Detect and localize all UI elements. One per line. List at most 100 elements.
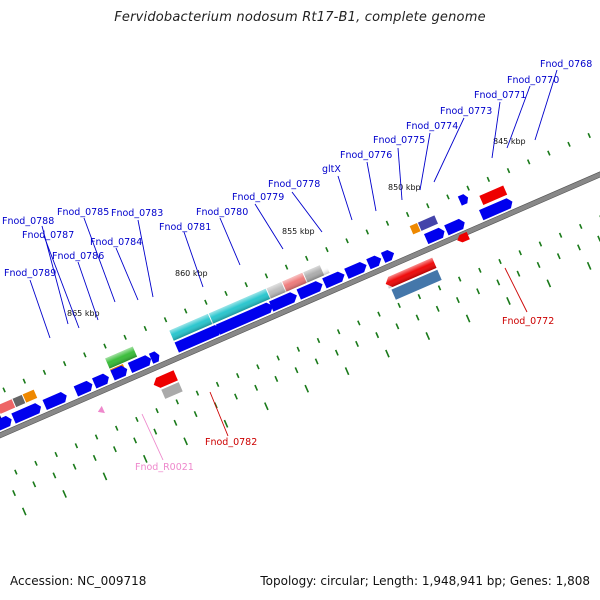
tick-mark [113,446,117,453]
tick-mark [236,372,240,379]
tick-mark [377,311,381,317]
kbp-855: 855 kbp [282,227,315,236]
tick-mark [587,132,591,139]
tick-mark [133,437,138,444]
tick-mark [294,367,299,374]
tick-mark [314,358,319,365]
cds-arrow [73,380,93,397]
tick-mark [536,261,541,269]
cds-arrow [148,351,160,364]
label-fnod-0776: Fnod_0776 [340,150,392,161]
tick-mark [397,302,401,309]
tick-mark [284,264,289,270]
tick-mark [175,399,179,405]
cds-arrow [127,355,152,373]
gene-labels[interactable]: Fnod_0768 Fnod_0770 Fnod_0771 Fnod_0773 … [2,59,592,473]
tick-mark [234,393,238,400]
tick-mark [135,416,139,423]
cds-arrow [479,198,513,221]
tick-mark [54,451,58,458]
label-fnod-0789: Fnod_0789 [4,268,56,279]
tick-mark [62,361,67,367]
map-title: Fervidobacterium nodosum Rt17-B1, comple… [114,10,486,25]
cds-arrow [174,325,221,353]
steelblue-feature [391,269,442,300]
tick-mark [155,408,159,414]
tick-mark [466,185,470,191]
cds-arrow [424,227,445,245]
tick-mark [14,469,18,475]
tick-mark [437,285,442,291]
label-fnod-0774: Fnod_0774 [406,121,458,132]
cds-arrow-reverse [457,231,470,243]
tick-mark [316,337,321,344]
leader-lines [29,69,558,461]
tick-mark [345,238,349,244]
cds-arrow [457,194,469,206]
tick-mark [276,355,280,361]
tick-mark [375,332,380,339]
label-fnod-0786: Fnod_0786 [52,251,104,262]
tick-mark [62,489,67,498]
label-fnod-0772: Fnod_0772 [502,316,554,327]
tick-mark [506,168,511,174]
label-fnod-0778: Fnod_0778 [268,179,320,190]
tick-mark [385,220,390,226]
cog-bar-pink-2 [0,399,16,414]
tick-mark [102,472,108,481]
label-fnod-0779: Fnod_0779 [232,192,284,203]
tick-mark [558,232,563,238]
tick-mark [455,296,460,304]
tick-mark [114,425,119,431]
tick-mark [254,384,259,391]
genome-summary-text: Topology: circular; Length: 1,948,941 bp… [260,574,590,588]
tick-mark [425,332,431,341]
cds-arrow [42,391,67,411]
tick-mark [334,349,339,356]
tick-mark [264,402,269,411]
tick-mark [415,314,420,321]
tick-mark [526,159,531,165]
tick-mark [224,290,228,297]
tick-mark [417,294,422,300]
cds-arrow [110,365,128,381]
tick-mark [215,381,220,387]
forward-cds-arrows[interactable] [0,177,515,461]
tick-mark [21,507,27,516]
tick-mark [538,241,543,247]
tick-mark [579,223,583,230]
tick-mark [193,411,198,418]
tick-mark [92,454,97,462]
tick-mark [72,463,77,470]
tick-mark [395,323,400,330]
cog-bar-red-1 [479,185,508,206]
tick-mark [296,346,301,352]
cds-arrow [0,415,12,432]
tick-mark [435,305,440,312]
cds-arrow [344,261,367,279]
kbp-865: 865 kbp [67,309,100,318]
reverse-cds-arrows[interactable] [91,231,481,427]
tick-mark [123,334,127,340]
cds-arrow [366,255,382,270]
cog-bar-purple [417,215,438,231]
genome-backbone [0,125,600,475]
tick-mark [547,150,551,156]
tick-mark [498,258,502,265]
cds-arrow [296,281,323,300]
cog-bar-orange-3 [22,389,38,403]
label-fnod-0771: Fnod_0771 [474,90,526,101]
cog-bar-darkgray [12,394,26,408]
tick-mark [344,367,350,376]
accession-text: Accession: NC_009718 [10,574,147,588]
tick-mark [577,244,581,251]
label-fnod-0784: Fnod_0784 [90,237,142,248]
tick-marks [2,132,600,516]
cds-arrow [322,271,345,289]
tick-mark [385,349,390,358]
tick-mark [597,235,600,242]
tick-mark [325,246,329,253]
tick-mark [183,437,188,446]
label-fnod-r0021: Fnod_R0021 [135,462,194,473]
